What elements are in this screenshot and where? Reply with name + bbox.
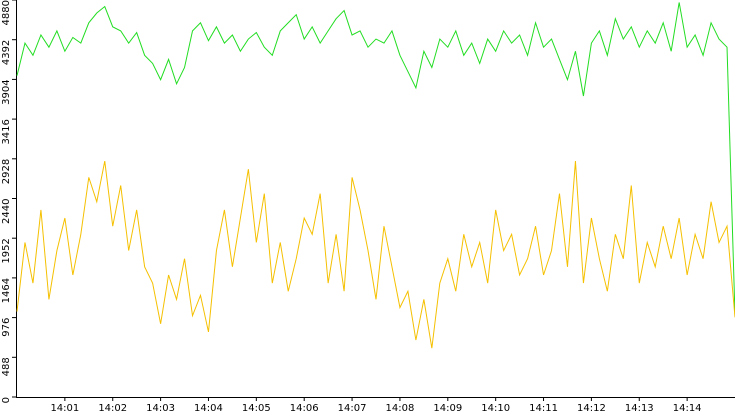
x-tick-label: 14:12 (577, 403, 606, 414)
y-tick-label: 2440 (1, 199, 12, 224)
x-tick-label: 14:11 (529, 403, 558, 414)
y-tick-label: 3904 (1, 79, 12, 104)
y-tick-label: 1464 (1, 278, 12, 303)
y-tick-label: 0 (1, 397, 12, 403)
x-tick-label: 14:08 (386, 403, 415, 414)
x-tick-label: 14:02 (98, 403, 127, 414)
x-tick-label: 14:10 (481, 403, 510, 414)
y-tick-label: 1952 (1, 238, 12, 263)
y-tick-label: 488 (1, 357, 12, 376)
x-tick-label: 14:09 (433, 403, 462, 414)
x-tick-label: 14:01 (50, 403, 79, 414)
y-tick-label: 976 (1, 318, 12, 337)
y-tick-label: 2928 (1, 159, 12, 184)
x-tick-label: 14:04 (194, 403, 223, 414)
x-tick-label: 14:05 (242, 403, 271, 414)
x-tick-label: 14:03 (146, 403, 175, 414)
x-tick-label: 14:13 (625, 403, 654, 414)
x-tick-label: 14:07 (338, 403, 367, 414)
y-tick-label: 3416 (1, 119, 12, 144)
y-tick-label: 4392 (1, 40, 12, 65)
series-line (16, 2, 735, 316)
x-tick-label: 14:06 (290, 403, 319, 414)
series-line (16, 160, 735, 349)
y-tick-label: 4880 (1, 0, 12, 25)
x-tick-label: 14:14 (673, 403, 702, 414)
